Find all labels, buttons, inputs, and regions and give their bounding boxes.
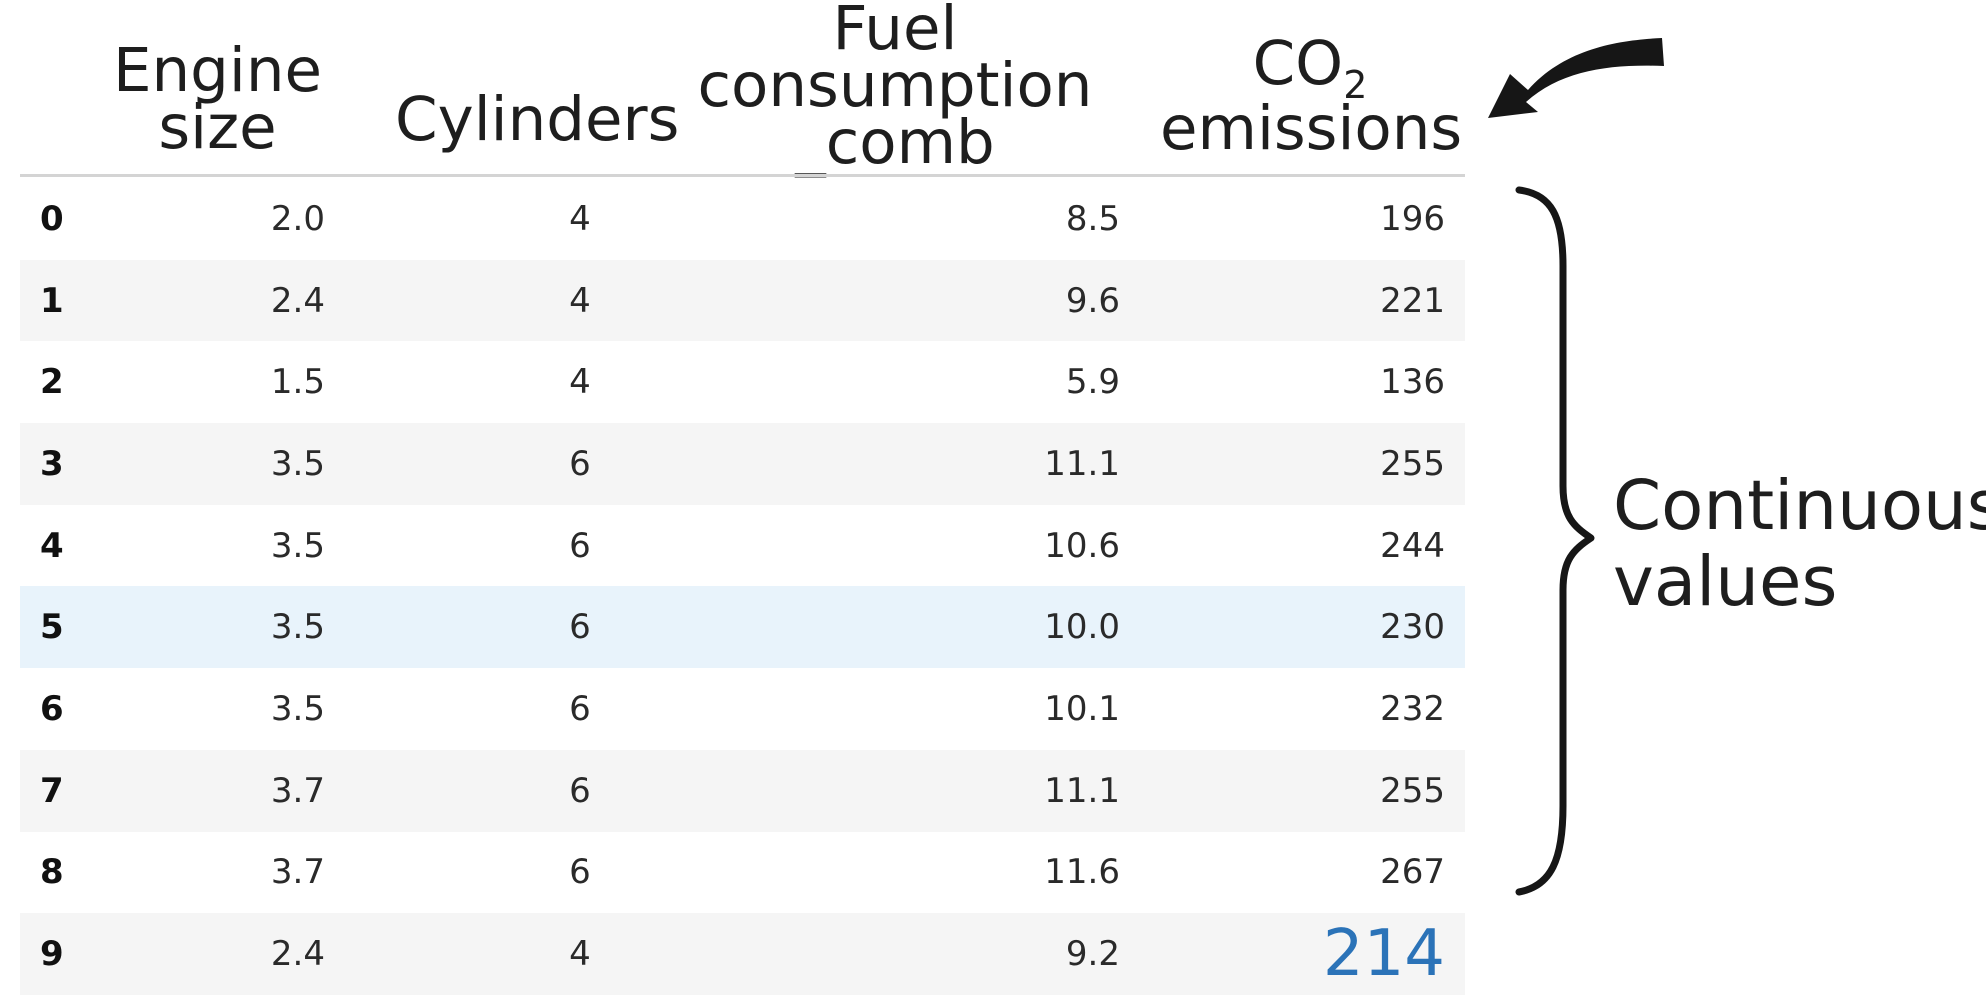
engine-size-cell: 3.7 (270, 770, 325, 811)
engine-size-cell: 1.5 (270, 362, 325, 403)
row-index-cell: 9 (40, 934, 64, 975)
table-row: 4 3.5 6 10.6 244 (20, 505, 1465, 587)
cylinders-cell: 6 (569, 852, 591, 893)
header-co2-line2: emissions (1160, 93, 1463, 164)
header-co2-emissions: CO2 emissions (1160, 33, 1463, 164)
table-row: 2 1.5 4 5.9 136 (20, 341, 1465, 423)
engine-size-cell: 2.4 (270, 280, 325, 321)
cylinders-cell: 6 (569, 525, 591, 566)
header-co2-subscript: 2 (1343, 63, 1368, 107)
cylinders-cell: 4 (569, 280, 591, 321)
co2-emissions-cell: 255 (1380, 770, 1445, 811)
fuel-consumption-cell: 11.6 (1044, 852, 1120, 893)
engine-size-cell: 3.5 (270, 688, 325, 729)
co2-emissions-cell: 136 (1380, 362, 1445, 403)
engine-size-cell: 3.5 (270, 607, 325, 648)
cylinders-cell: 6 (569, 770, 591, 811)
engine-size-cell: 2.4 (270, 934, 325, 975)
header-fuel-consumption: Fuel consumption _comb (690, 0, 1100, 178)
fuel-consumption-cell: 10.1 (1044, 688, 1120, 729)
header-co2-main: CO (1252, 28, 1344, 99)
fuel-consumption-cell: 5.9 (1065, 362, 1120, 403)
row-index-cell: 6 (40, 688, 64, 729)
cylinders-cell: 4 (569, 198, 591, 239)
annotation-line1: Continuous (1613, 466, 1986, 546)
row-index-cell: 5 (40, 607, 64, 648)
curved-arrow-icon (1488, 38, 1664, 118)
engine-size-cell: 3.5 (270, 525, 325, 566)
row-index-cell: 4 (40, 525, 64, 566)
table-row: 1 2.4 4 9.6 221 (20, 259, 1465, 342)
row-index-cell: 2 (40, 362, 64, 403)
table-row: 7 3.7 6 11.1 255 (20, 749, 1465, 832)
fuel-consumption-cell: 10.0 (1044, 607, 1120, 648)
header-engine-size-line1: Engine (112, 35, 323, 106)
co2-emissions-cell: 267 (1380, 852, 1445, 893)
co2-emissions-cell: 221 (1380, 280, 1445, 321)
annotation-line2: values (1613, 542, 1838, 622)
header-fuel-line1: Fuel (832, 0, 958, 64)
row-index-cell: 8 (40, 852, 64, 893)
engine-size-cell: 3.5 (270, 443, 325, 484)
header-engine-size: Engine size (85, 35, 350, 163)
table-row: 8 3.7 6 11.6 267 (20, 832, 1465, 914)
data-table: 0 2.0 4 8.5 196 1 2.4 4 9.6 221 2 1.5 4 5.9 136 3 3.5 6 11… (20, 178, 1465, 995)
cylinders-cell: 6 (569, 688, 591, 729)
row-index-cell: 0 (40, 198, 64, 239)
row-index-cell: 1 (40, 280, 64, 321)
co2-emissions-cell: 230 (1380, 607, 1445, 648)
engine-size-cell: 3.7 (270, 852, 325, 893)
table-row: 5 3.5 6 10.0 230 (20, 586, 1465, 669)
row-index-cell: 3 (40, 443, 64, 484)
co2-emissions-cell: 244 (1380, 525, 1445, 566)
table-row: 0 2.0 4 8.5 196 (20, 178, 1465, 260)
header-divider (20, 174, 1465, 177)
fuel-consumption-cell: 11.1 (1044, 443, 1120, 484)
co2-emissions-cell: 214 (1322, 917, 1445, 992)
continuous-values-annotation: Continuous values (1613, 468, 1986, 620)
header-fuel-line2: consumption (697, 50, 1093, 121)
co2-emissions-cell: 196 (1380, 198, 1445, 239)
cylinders-cell: 6 (569, 607, 591, 648)
fuel-consumption-cell: 9.6 (1065, 280, 1120, 321)
table-row: 3 3.5 6 11.1 255 (20, 423, 1465, 505)
header-co2-line1: CO2 (1160, 33, 1460, 107)
fuel-consumption-cell: 9.2 (1065, 934, 1120, 975)
curly-brace-icon (1515, 186, 1595, 896)
table-row: 9 2.4 4 9.2 214 (20, 913, 1465, 995)
header-fuel-line3: _comb (795, 107, 995, 178)
cylinders-cell: 4 (569, 362, 591, 403)
cylinders-cell: 6 (569, 443, 591, 484)
fuel-consumption-cell: 8.5 (1065, 198, 1120, 239)
table-row: 6 3.5 6 10.1 232 (20, 668, 1465, 750)
engine-size-cell: 2.0 (270, 198, 325, 239)
cylinders-cell: 4 (569, 934, 591, 975)
co2-emissions-cell: 255 (1380, 443, 1445, 484)
fuel-consumption-cell: 11.1 (1044, 770, 1120, 811)
fuel-consumption-cell: 10.6 (1044, 525, 1120, 566)
header-engine-size-line2: size (158, 92, 277, 163)
co2-emissions-cell: 232 (1380, 688, 1445, 729)
header-cylinders: Cylinders (395, 84, 680, 155)
row-index-cell: 7 (40, 770, 64, 811)
